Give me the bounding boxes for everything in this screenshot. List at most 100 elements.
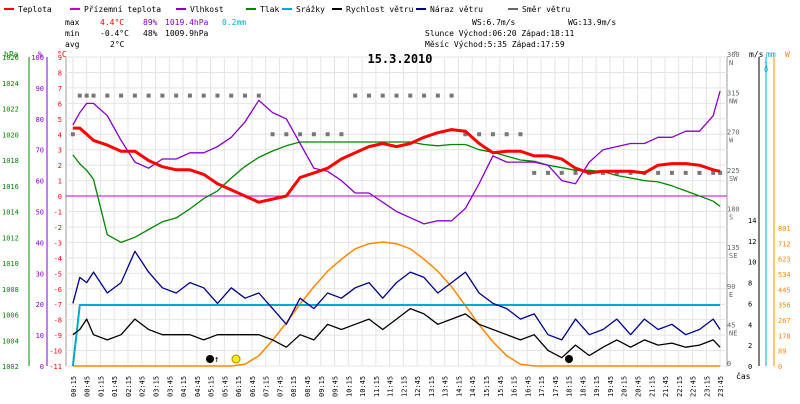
dir-point-37	[559, 170, 564, 175]
c-tick-7: 2	[58, 162, 62, 170]
x-tick-0: 00:15	[70, 376, 78, 397]
stats-max-temp: 4.4°C	[100, 18, 124, 27]
c-tick-3: 6	[58, 100, 62, 108]
hpa-unit: hPa	[4, 50, 19, 59]
series-náraz-větru	[72, 250, 721, 341]
x-tick-38: 19:15	[593, 376, 601, 397]
x-tick-24: 12:15	[400, 376, 408, 397]
legend-label-1: Přízemní teplota	[84, 5, 161, 14]
dir-point-27	[422, 93, 427, 98]
x-tick-3: 01:45	[111, 376, 119, 397]
dir-point-6	[132, 93, 137, 98]
pct-tick-7: 30	[36, 270, 44, 278]
dir-point-12	[215, 93, 220, 98]
pct-tick-0: 100	[31, 54, 44, 62]
series-teplota	[72, 126, 721, 204]
wind-stats: WS:6.7m/s WG:13.9m/s Slunce Východ:06:20…	[425, 18, 616, 49]
dir-point-32	[490, 132, 495, 137]
dir-point-47	[697, 170, 702, 175]
x-tick-16: 08:15	[290, 376, 298, 397]
x-tick-13: 06:45	[249, 376, 257, 397]
c-tick-8: 1	[58, 178, 62, 186]
dir-point-17	[284, 132, 289, 137]
legend-label-2: Vlhkost	[190, 5, 224, 14]
x-tick-14: 07:15	[263, 376, 271, 397]
c-tick-19: -10	[49, 348, 62, 356]
dir-point-15	[256, 93, 261, 98]
x-tick-45: 22:45	[690, 376, 698, 397]
ms-tick-6: 2	[748, 342, 752, 350]
x-tick-37: 18:45	[579, 376, 587, 397]
c-tick-9: 0	[58, 193, 62, 201]
w-tick-0: 801	[778, 225, 791, 233]
w-tick-4: 445	[778, 286, 791, 294]
dir-point-1	[77, 93, 82, 98]
dir-label-tick-7: NE	[729, 329, 737, 337]
hpa-tick-3: 1020	[2, 131, 19, 139]
stats-avg-label: avg	[65, 40, 80, 49]
pct-tick-9: 10	[36, 332, 44, 340]
c-tick-14: -5	[54, 270, 62, 278]
x-tick-10: 05:15	[208, 376, 216, 397]
x-tick-4: 02:15	[125, 376, 133, 397]
dir-deg-tick-4: 180	[727, 206, 740, 214]
dir-point-48	[711, 170, 716, 175]
x-tick-31: 15:45	[497, 376, 505, 397]
legend-label-3: Tlak	[260, 5, 279, 14]
x-tick-17: 08:45	[304, 376, 312, 397]
x-tick-29: 14:45	[469, 376, 477, 397]
sun-times: Slunce Východ:06:20 Západ:18:11	[425, 29, 574, 38]
dir-point-45	[669, 170, 674, 175]
dir-point-44	[656, 170, 661, 175]
sunrise-icon	[231, 354, 241, 364]
pct-tick-5: 50	[36, 209, 44, 217]
ms-tick-1: 12	[748, 238, 756, 246]
pct-tick-4: 60	[36, 178, 44, 186]
x-tick-1: 00:45	[84, 376, 92, 397]
x-tick-32: 16:15	[511, 376, 519, 397]
ms-tick-7: 0	[748, 363, 752, 371]
right-axes: 360N315NW270W225SW180S135SE90E45NE014121…	[727, 51, 791, 371]
c-tick-5: 4	[58, 131, 62, 139]
pct-tick-3: 70	[36, 147, 44, 155]
x-tick-39: 19:45	[607, 376, 615, 397]
c-tick-6: 3	[58, 147, 62, 155]
dir-point-19	[311, 132, 316, 137]
dir-point-25	[394, 93, 399, 98]
w-tick-8: 89	[778, 348, 786, 356]
x-tick-41: 20:45	[634, 376, 642, 397]
dir-deg-tick-1: 315	[727, 90, 740, 98]
hpa-tick-1: 1024	[2, 80, 19, 88]
c-tick-13: -4	[54, 255, 62, 263]
stats-max-rain: 0.2mm	[222, 18, 246, 27]
mm-unit: mm	[766, 50, 776, 59]
c-tick-4: 5	[58, 116, 62, 124]
c-tick-20: -11	[49, 363, 62, 371]
dir-deg-tick-0: 360	[727, 51, 740, 59]
c-tick-17: -8	[54, 317, 62, 325]
x-tick-5: 02:45	[139, 376, 147, 397]
hpa-tick-8: 1010	[2, 260, 19, 268]
dir-point-24	[380, 93, 385, 98]
stats-max-label: max	[65, 18, 80, 27]
legend-label-6: Náraz větru	[430, 5, 483, 14]
c-tick-16: -7	[54, 301, 62, 309]
x-tick-18: 09:15	[318, 376, 326, 397]
w-tick-3: 534	[778, 271, 791, 279]
dir-point-21	[339, 132, 344, 137]
x-tick-36: 18:15	[566, 376, 574, 397]
deg-unit: °	[733, 50, 738, 59]
w-tick-9: 0	[778, 363, 782, 371]
dir-point-4	[105, 93, 110, 98]
dir-point-30	[463, 132, 468, 137]
w-unit: W	[785, 50, 790, 59]
x-tick-42: 21:15	[648, 376, 656, 397]
mm-tick-0: 1	[764, 61, 768, 69]
x-tick-30: 15:15	[483, 376, 491, 397]
ms-tick-5: 4	[748, 321, 752, 329]
moonset-icon	[565, 355, 573, 363]
x-tick-43: 21:45	[662, 376, 670, 397]
chart-title: 15.3.2010	[367, 52, 432, 66]
